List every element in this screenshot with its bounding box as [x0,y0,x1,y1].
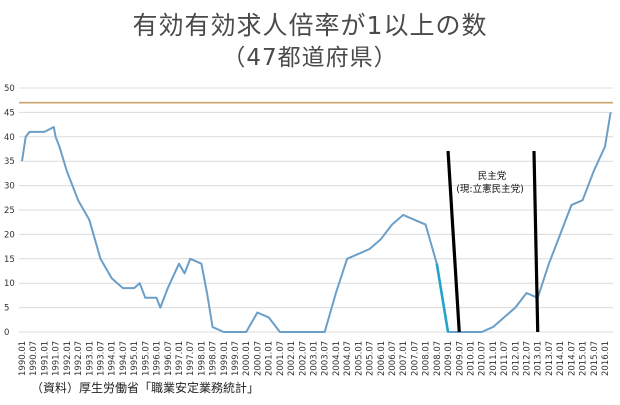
chart-subtitle: （47都道府県） [222,45,398,71]
annotation-line2: (現:立憲民主党) [456,183,524,195]
x-tick-label: 2014.07 [567,341,577,376]
x-tick-label: 2007.07 [410,341,420,376]
y-tick-label: 45 [4,108,15,118]
x-tick-label: 2000.01 [242,341,252,376]
source-note: （資料）厚生労働省「職業安定業務統計」 [31,381,260,395]
x-tick-label: 2003.01 [310,341,320,376]
x-tick-label: 1995.07 [141,341,151,376]
x-tick-label: 2005.07 [366,341,376,376]
x-tick-label: 2002.07 [298,341,308,376]
x-tick-label: 1991.07 [52,341,62,376]
x-tick-label: 2012.01 [511,341,521,376]
x-tick-label: 2001.01 [265,341,275,376]
x-tick-label: 1994.07 [119,341,129,376]
marker-line-start [446,150,461,333]
x-tick-label: 1997.01 [175,341,185,376]
grid-lines [19,87,613,333]
x-tick-label: 2008.01 [422,341,432,376]
x-tick-label: 2013.01 [534,341,544,376]
x-tick-label: 1998.07 [209,341,219,376]
highlight-segment [435,263,450,333]
x-tick-label: 2004.07 [343,341,353,376]
chart-title: 有効有効求人倍率が1以上の数 [132,11,488,40]
y-tick-label: 20 [4,230,15,240]
x-tick-label: 1999.07 [231,341,241,376]
x-tick-label: 2000.07 [253,341,263,376]
x-tick-label: 1991.01 [40,341,50,376]
y-axis-tick-labels: 0 5 10 15 20 25 30 35 40 45 50 [4,84,15,338]
x-tick-label: 1994.01 [108,341,118,376]
x-tick-label: 1993.07 [96,341,106,376]
x-tick-label: 2009.01 [444,341,454,376]
y-tick-label: 25 [4,206,15,216]
x-tick-label: 2015.07 [590,341,600,376]
x-tick-label: 1992.07 [74,341,84,376]
x-tick-label: 2014.01 [556,341,566,376]
x-tick-label: 2012.07 [523,341,533,376]
x-tick-label: 1998.01 [197,341,207,376]
x-tick-label: 2004.01 [332,341,342,376]
annotation-line1: 民主党 [478,170,507,182]
x-tick-label: 2013.07 [545,341,555,376]
y-tick-label: 40 [4,133,15,143]
y-tick-label: 35 [4,157,15,167]
x-tick-label: 2011.07 [500,341,510,376]
x-tick-label: 2009.07 [455,341,465,376]
x-tick-label: 2003.07 [321,341,331,376]
x-tick-label: 2010.07 [478,341,488,376]
x-tick-label: 2007.01 [399,341,409,376]
x-tick-label: 1997.07 [186,341,196,376]
x-axis-tick-labels: 1990.01 1990.07 1991.01 1991.07 1992.01 1992.… [18,341,611,376]
x-tick-label: 1993.01 [85,341,95,376]
x-tick-label: 1990.07 [29,341,39,376]
marker-line-end [532,150,540,333]
x-tick-label: 1996.07 [164,341,174,376]
y-tick-label: 0 [4,328,9,338]
x-tick-label: 2005.01 [354,341,364,376]
x-tick-label: 2006.01 [377,341,387,376]
x-tick-label: 2016.01 [601,341,611,376]
x-tick-label: 2011.01 [489,341,499,376]
x-tick-label: 1990.01 [18,341,28,376]
y-tick-label: 30 [4,182,15,192]
y-tick-label: 50 [4,84,15,94]
x-tick-label: 2010.01 [466,341,476,376]
x-tick-label: 2001.07 [276,341,286,376]
x-tick-label: 1992.01 [63,341,73,376]
y-tick-label: 10 [4,279,15,289]
x-tick-label: 1995.01 [130,341,140,376]
x-tick-label: 1999.01 [220,341,230,376]
series-line [21,112,612,333]
x-tick-label: 2002.01 [287,341,297,376]
x-tick-label: 2015.01 [579,341,589,376]
y-tick-label: 5 [4,304,9,314]
y-tick-label: 15 [4,255,15,265]
x-tick-label: 1996.01 [153,341,163,376]
period-markers [446,150,540,333]
x-tick-label: 2008.07 [433,341,443,376]
x-tick-label: 2006.07 [388,341,398,376]
